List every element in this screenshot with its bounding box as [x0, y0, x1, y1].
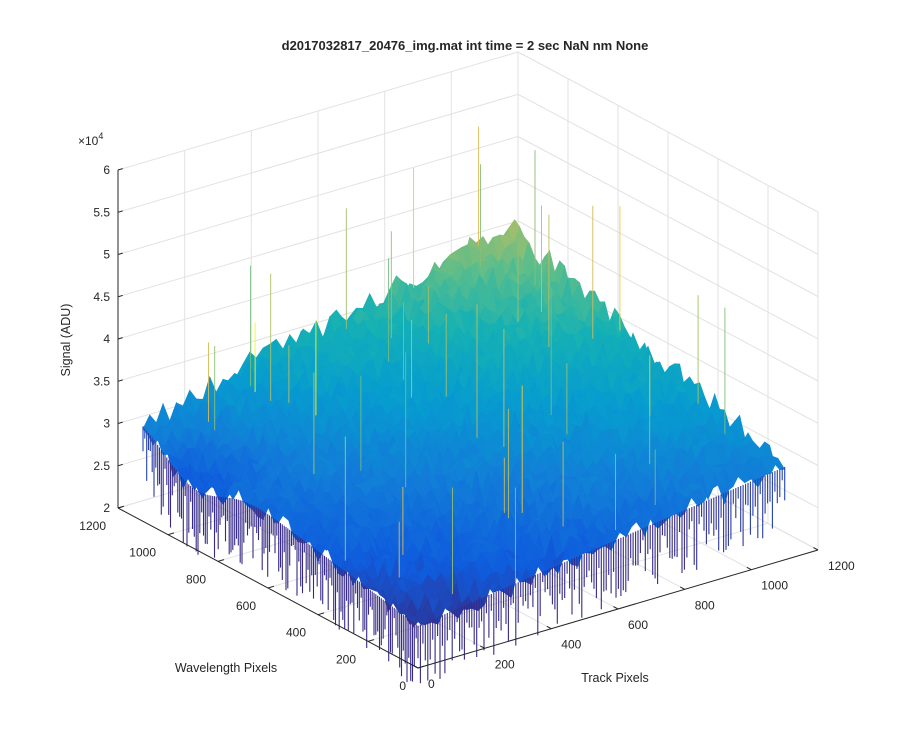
x-tick-label: 200 — [495, 657, 515, 671]
side-wall-grid-line — [517, 220, 819, 382]
z-tick-mark — [117, 168, 123, 171]
z-tick-label: 2.5 — [93, 459, 110, 473]
back-wall-grid-line — [117, 51, 519, 171]
z-axis-label: Signal (ADU) — [59, 304, 73, 377]
y-tick-label: 600 — [236, 599, 256, 613]
y-tick-mark — [167, 532, 175, 536]
y-tick-mark — [217, 559, 225, 562]
z-tick-label: 4 — [103, 332, 110, 346]
side-wall-grid-line — [517, 51, 819, 213]
x-tick-label: 400 — [561, 638, 581, 652]
y-tick-mark — [267, 585, 275, 589]
z-tick-label: 5.5 — [93, 205, 110, 219]
signal-exponent-label: ×104 — [78, 131, 103, 148]
z-tick-mark — [117, 337, 123, 340]
z-tick-mark — [117, 252, 123, 255]
x-tick-label: 1000 — [761, 579, 788, 593]
track-pixel-ticks: 0 200 400 600 800 1000 1200 — [413, 547, 855, 691]
y-tick-label: 200 — [336, 652, 356, 666]
chart-title: d2017032817_20476_img.mat int time = 2 s… — [282, 38, 649, 53]
x-tick-mark — [479, 645, 485, 649]
z-tick-label: 6 — [103, 163, 110, 177]
x-tick-mark — [813, 547, 819, 551]
z-tick-mark — [117, 506, 123, 509]
x-tick-mark — [746, 566, 752, 571]
z-tick-label: 3 — [103, 417, 110, 431]
z-tick-mark — [117, 463, 123, 467]
x-axis-label: Track Pixels — [581, 671, 649, 685]
x-tick-label: 1200 — [828, 559, 855, 573]
y-tick-mark — [317, 612, 325, 616]
x-tick-mark — [679, 586, 685, 590]
x-tick-label: 800 — [695, 598, 715, 612]
surface-plot — [142, 126, 786, 684]
side-wall-grid-line — [517, 93, 819, 255]
y-tick-label: 800 — [186, 572, 206, 586]
z-tick-mark — [117, 421, 123, 424]
z-tick-mark — [117, 294, 123, 298]
z-tick-label: 4.5 — [93, 290, 110, 304]
back-wall-grid-line — [117, 136, 519, 255]
side-wall-grid-line — [517, 178, 819, 340]
y-tick-mark — [367, 639, 375, 642]
y-tick-mark — [417, 665, 425, 669]
back-wall-grid-line — [117, 93, 519, 213]
z-tick-mark — [117, 379, 123, 382]
y-tick-label: 1000 — [129, 546, 156, 560]
x-tick-mark — [546, 625, 552, 630]
z-tick-label: 3.5 — [93, 374, 110, 388]
z-tick-mark — [117, 210, 123, 213]
back-wall-grid-line — [117, 178, 519, 298]
x-tick-mark — [613, 606, 619, 610]
side-wall-grid-line — [517, 136, 819, 297]
back-wall-grid-line — [117, 220, 519, 340]
y-tick-label: 0 — [399, 679, 406, 693]
y-tick-label: 1200 — [79, 519, 106, 533]
x-tick-mark — [413, 665, 419, 669]
signal-ticks: 2 2.5 3 3.5 4 4.5 5 5.5 6 — [93, 163, 123, 515]
z-tick-label: 2 — [103, 501, 110, 515]
x-tick-label: 600 — [628, 618, 648, 632]
wavelength-pixel-ticks: 0 200 400 600 800 1000 1200 — [79, 505, 425, 693]
x-tick-label: 0 — [428, 677, 435, 691]
y-axis-label: Wavelength Pixels — [175, 661, 277, 675]
z-tick-label: 5 — [103, 248, 110, 262]
y-tick-label: 400 — [286, 626, 306, 640]
